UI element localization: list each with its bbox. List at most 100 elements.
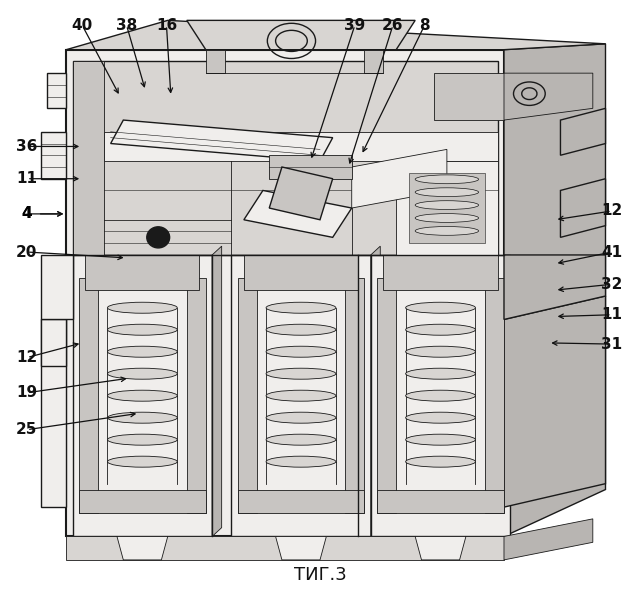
Text: 12: 12	[16, 350, 38, 365]
Ellipse shape	[406, 368, 476, 379]
Polygon shape	[66, 536, 504, 560]
Ellipse shape	[415, 214, 479, 223]
Text: 4: 4	[22, 207, 32, 221]
Text: 16: 16	[156, 18, 177, 33]
Text: 25: 25	[16, 422, 38, 437]
Text: 36: 36	[16, 139, 38, 154]
Ellipse shape	[406, 303, 476, 313]
Text: 20: 20	[16, 244, 38, 259]
Ellipse shape	[266, 324, 336, 335]
Ellipse shape	[108, 303, 177, 313]
Polygon shape	[85, 255, 200, 290]
Text: 38: 38	[116, 18, 137, 33]
Polygon shape	[485, 278, 504, 513]
Ellipse shape	[108, 434, 177, 445]
Polygon shape	[72, 62, 498, 255]
Ellipse shape	[415, 188, 479, 197]
Polygon shape	[504, 519, 593, 560]
Ellipse shape	[266, 303, 336, 313]
Polygon shape	[409, 173, 485, 243]
Ellipse shape	[406, 346, 476, 357]
Polygon shape	[504, 73, 593, 120]
Polygon shape	[352, 149, 447, 208]
Ellipse shape	[406, 324, 476, 335]
Ellipse shape	[266, 412, 336, 423]
Polygon shape	[231, 255, 371, 536]
Polygon shape	[117, 536, 168, 560]
Polygon shape	[244, 255, 358, 290]
Polygon shape	[364, 50, 383, 73]
Polygon shape	[269, 167, 333, 220]
Text: 11: 11	[602, 307, 622, 322]
Polygon shape	[504, 255, 605, 320]
Ellipse shape	[406, 390, 476, 401]
Text: 11: 11	[17, 171, 37, 186]
Text: 12: 12	[601, 204, 623, 218]
Ellipse shape	[406, 412, 476, 423]
Polygon shape	[41, 320, 66, 507]
Polygon shape	[72, 62, 104, 255]
Text: 39: 39	[344, 18, 365, 33]
Polygon shape	[104, 132, 498, 161]
Circle shape	[147, 227, 170, 248]
Polygon shape	[434, 73, 504, 120]
Polygon shape	[269, 155, 352, 179]
Polygon shape	[41, 320, 66, 366]
Ellipse shape	[266, 390, 336, 401]
Ellipse shape	[108, 390, 177, 401]
Ellipse shape	[108, 324, 177, 335]
Text: 26: 26	[382, 18, 404, 33]
Polygon shape	[561, 179, 605, 237]
Polygon shape	[111, 120, 333, 161]
Ellipse shape	[266, 368, 336, 379]
Polygon shape	[79, 490, 206, 513]
Ellipse shape	[415, 227, 479, 235]
Ellipse shape	[415, 175, 479, 184]
Polygon shape	[47, 73, 66, 108]
Polygon shape	[383, 255, 498, 290]
Polygon shape	[187, 20, 415, 50]
Polygon shape	[276, 536, 326, 560]
Polygon shape	[66, 50, 504, 536]
Polygon shape	[346, 278, 364, 513]
Ellipse shape	[266, 346, 336, 357]
Ellipse shape	[108, 456, 177, 467]
Polygon shape	[206, 50, 225, 73]
Ellipse shape	[108, 368, 177, 379]
Polygon shape	[377, 278, 396, 513]
Polygon shape	[237, 278, 257, 513]
Polygon shape	[244, 191, 352, 237]
Text: 31: 31	[602, 337, 623, 352]
Text: 4: 4	[22, 207, 32, 221]
Polygon shape	[72, 255, 212, 536]
Polygon shape	[504, 296, 605, 507]
Polygon shape	[41, 132, 66, 179]
Ellipse shape	[266, 456, 336, 467]
Polygon shape	[561, 108, 605, 155]
Polygon shape	[47, 73, 66, 108]
Ellipse shape	[406, 434, 476, 445]
Polygon shape	[415, 536, 466, 560]
Text: 8: 8	[419, 18, 430, 33]
Polygon shape	[41, 255, 72, 320]
Polygon shape	[371, 255, 510, 536]
Polygon shape	[66, 20, 605, 50]
Polygon shape	[212, 246, 221, 536]
Text: 41: 41	[602, 244, 623, 259]
Polygon shape	[237, 490, 364, 513]
Text: ΤИГ.3: ΤИГ.3	[294, 565, 346, 584]
Polygon shape	[377, 490, 504, 513]
Polygon shape	[371, 246, 380, 536]
Polygon shape	[187, 278, 206, 513]
Ellipse shape	[406, 456, 476, 467]
Text: 19: 19	[17, 385, 38, 400]
Polygon shape	[504, 44, 605, 536]
Ellipse shape	[108, 346, 177, 357]
Ellipse shape	[415, 201, 479, 210]
Polygon shape	[396, 161, 498, 255]
Text: 40: 40	[72, 18, 93, 33]
Ellipse shape	[108, 412, 177, 423]
Ellipse shape	[266, 434, 336, 445]
Polygon shape	[79, 278, 98, 513]
Text: 32: 32	[601, 277, 623, 292]
